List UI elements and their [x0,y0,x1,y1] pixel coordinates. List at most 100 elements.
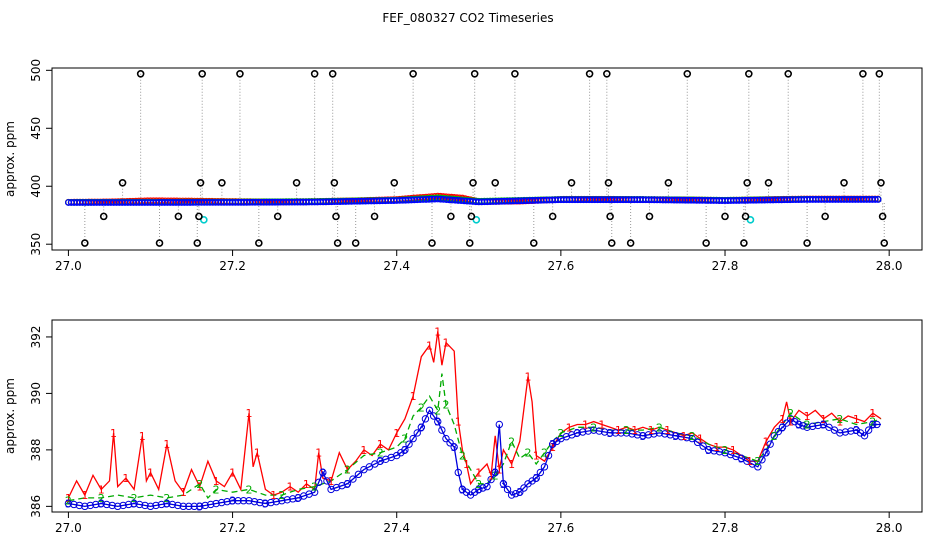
series-mode1-label: 1 [254,447,261,460]
series-mode3-point [417,423,426,431]
outlier-point [310,69,319,78]
x-tick-label: 27.8 [712,521,739,535]
series-mode2-label: 2 [787,407,794,420]
series-mode1-label: 1 [213,475,220,488]
series-mode2-label: 2 [98,492,105,505]
series-mode2-label: 2 [311,481,318,494]
series-mode1-label: 1 [598,418,605,431]
outlier-point [529,239,538,247]
series-mode3-point [499,480,508,488]
series-mode3-point [639,432,647,440]
series-mode3-point [409,434,417,443]
series-mode1-label: 1 [196,481,203,494]
outlier-point [409,69,417,78]
series-mode1-label: 1 [303,478,310,491]
series-mode3-point [475,485,483,494]
series-mode1-label: 1 [820,413,827,426]
series-mode3-point [454,468,462,477]
top-plot-frame [51,67,923,251]
outlier-point [333,239,342,247]
series-mode3-point [874,196,882,203]
series-mode3-point [715,448,724,456]
series-mode3-point [75,501,84,510]
outlier-point [626,239,635,247]
series-mode3-point [688,434,696,443]
series-mode3-point [413,429,421,437]
bottom-plot-frame [51,319,923,513]
series-mode3-point [234,497,242,505]
series-mode3-label: 3 [795,418,802,431]
series-mode3-label: 3 [295,492,302,505]
series-mode3-label: 3 [763,447,770,460]
outlier-point [330,178,339,187]
series-mode1-line [67,331,882,499]
series-mode3-point [239,497,248,505]
outlier-point [118,178,127,187]
series-mode2-label: 2 [377,447,384,460]
series-mode3-label: 3 [434,416,441,429]
series-mode1-label: 1 [508,458,515,471]
series-mode3-point [655,429,664,437]
x-tick-label: 27.6 [548,521,575,535]
series-mode3-label: 3 [672,430,679,443]
figure-title: FEF_080327 CO2 Timeseries [382,11,553,25]
series-mode3-point [206,500,215,509]
series-mode1-label: 1 [360,444,367,457]
cyan-point [746,216,755,224]
series-mode3-point [595,427,603,435]
outlier-point [428,239,436,247]
series-mode3-point [758,456,766,464]
series-mode3-point [544,451,553,460]
x-tick-label: 27.0 [55,259,82,273]
series-mode1-label: 1 [869,407,876,420]
series-mode3-point [146,502,155,511]
series-mode3-label: 3 [738,452,745,465]
y-tick-label: 450 [29,117,43,140]
outlier-point [255,239,263,247]
series-mode3-point [245,497,253,505]
x-tick-label: 27.2 [219,259,246,273]
series-mode3-label: 3 [869,418,876,431]
outlier-point [548,212,557,221]
outlier-point [195,212,203,221]
series-mode3-point [70,500,78,509]
series-mode3-point [600,428,609,436]
series-mode3-point [762,449,770,457]
series-mode3-point [81,502,89,511]
series-mode3-point [661,430,669,438]
series-mode3-point [507,491,516,499]
series-mode1-label: 1 [475,466,482,479]
x-tick-label: 27.6 [548,259,575,273]
series-mode3-label: 3 [475,483,482,496]
series-mode2-label: 2 [836,413,843,426]
outlier-point [198,69,206,78]
series-mode2-label: 2 [804,418,811,431]
series-mode3-point [446,439,454,447]
series-mode1-label: 1 [804,410,811,423]
outlier-point [606,212,614,221]
series-mode3-label: 3 [820,418,827,431]
series-mode3-point [606,429,614,437]
series-mode1-label: 1 [434,325,441,338]
series-mode2-label: 2 [557,427,564,440]
series-mode3-point [503,485,512,494]
series-mode3-point [450,443,458,451]
bottom-y-axis-label: approx. ppm [3,378,17,454]
cyan-point [200,216,208,224]
series-mode1-label: 1 [180,486,187,499]
series-mode1-label: 1 [455,416,462,429]
series-mode3-point [425,406,434,415]
series-mode1-label: 1 [496,464,503,477]
series-mode3-point [644,431,653,439]
series-mode1-label: 1 [463,458,470,471]
outlier-point [292,178,301,187]
series-mode3-label: 3 [262,498,269,511]
series-mode3-point [778,423,787,431]
outlier-point [702,239,710,247]
series-mode1-label: 1 [631,424,638,437]
series-mode3-point [683,433,691,442]
series-mode3-point [174,501,182,510]
outlier-point [721,212,729,221]
series-mode2-label: 2 [131,492,138,505]
